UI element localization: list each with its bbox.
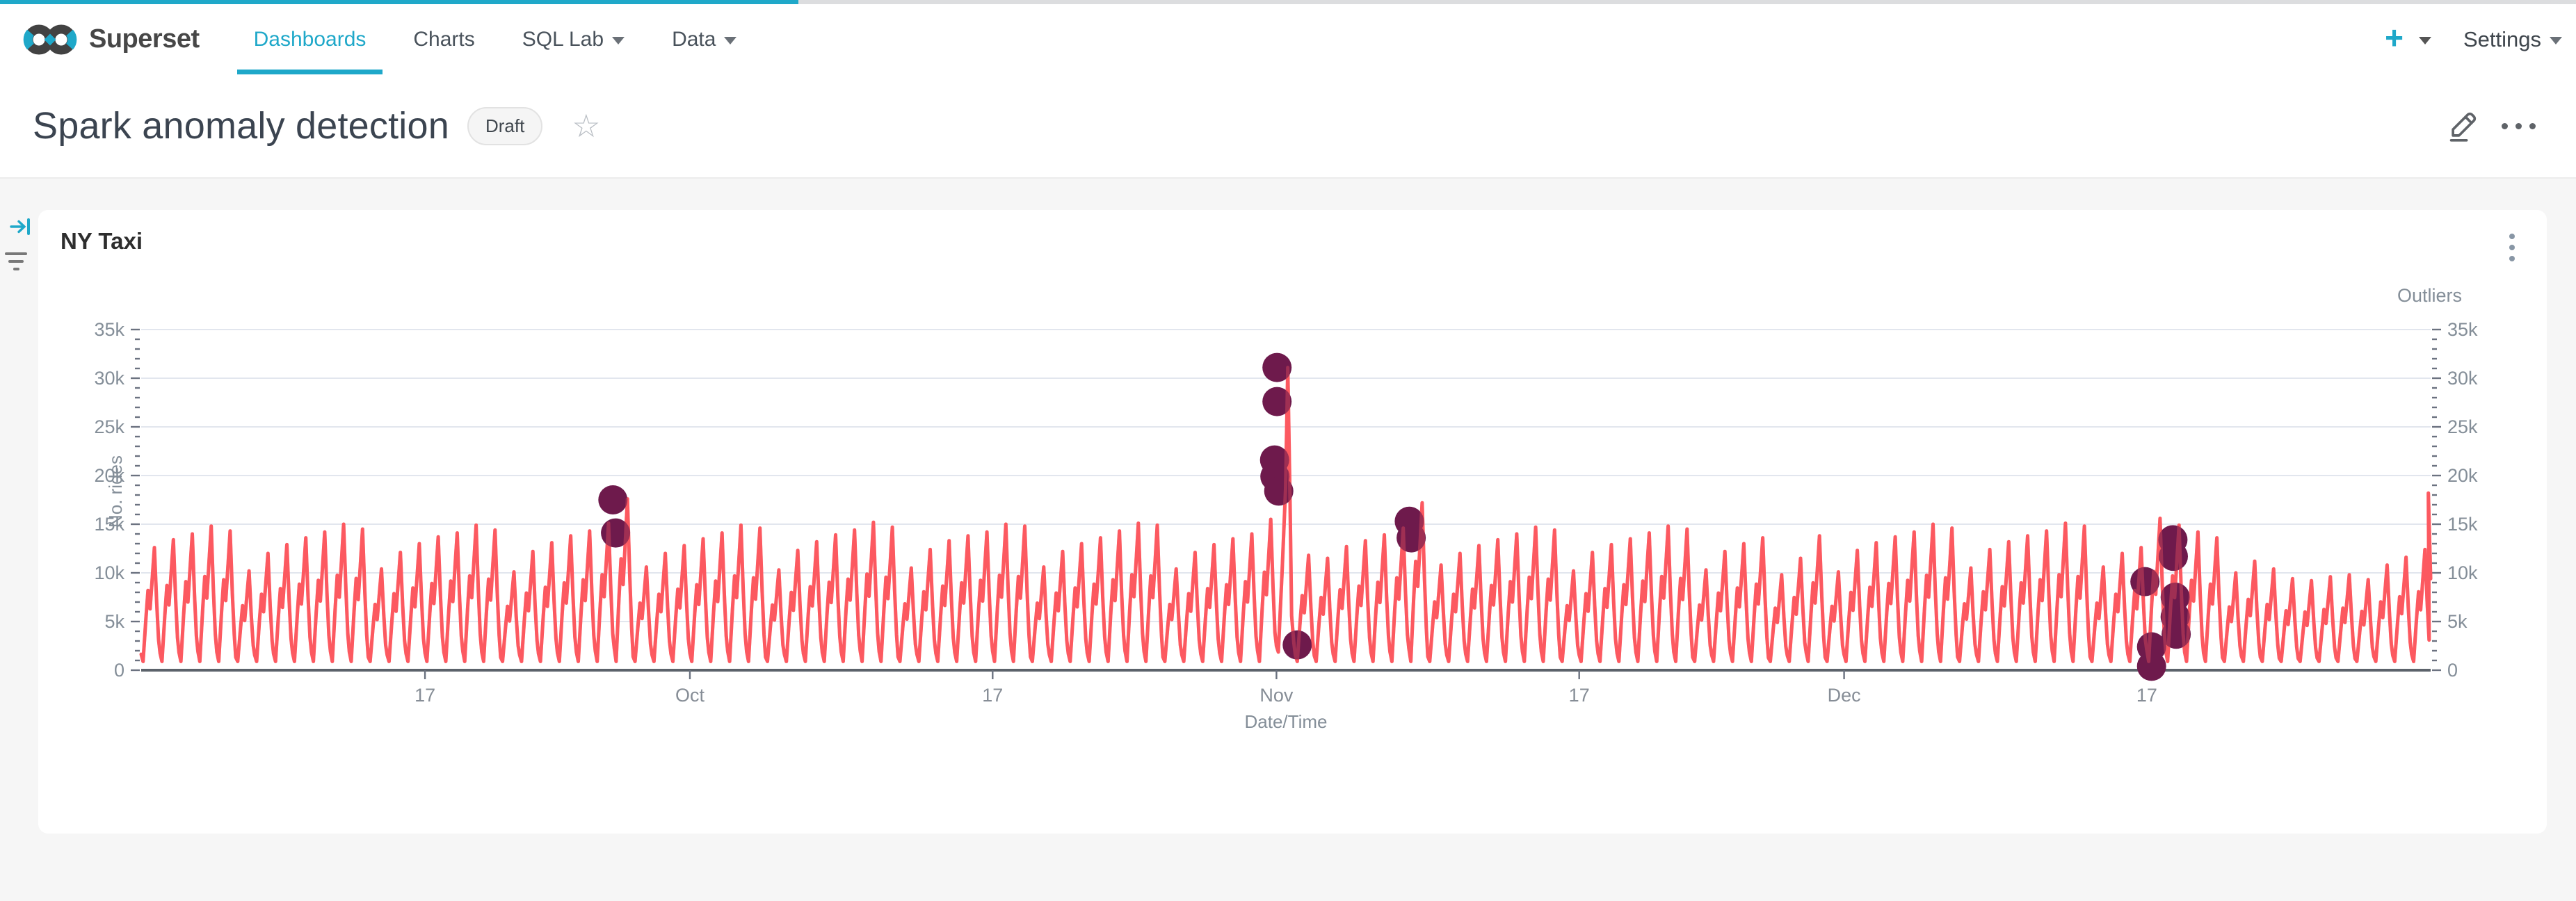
nav-sql-lab-label: SQL Lab [522, 27, 604, 51]
svg-text:Date/Time: Date/Time [1245, 711, 1328, 732]
main-nav: Dashboards Charts SQL Lab Data [230, 4, 761, 74]
chart-title: NY Taxi [61, 228, 143, 254]
svg-text:10k: 10k [2447, 562, 2478, 583]
more-options-icon[interactable] [2502, 122, 2536, 129]
filter-icon[interactable] [4, 252, 28, 275]
expand-filter-panel-icon[interactable] [8, 215, 32, 242]
svg-text:10k: 10k [94, 562, 124, 583]
svg-text:17: 17 [982, 685, 1003, 706]
svg-text:20k: 20k [94, 465, 124, 486]
superset-brand[interactable]: Superset [21, 4, 200, 74]
chart-card: NY Taxi 0 0 5k 5k 10k 10k 15k 15k 20k 20k 25k 25k 30… [38, 210, 2547, 834]
status-badge: Draft [467, 106, 543, 145]
favorite-star-icon[interactable]: ☆ [572, 108, 601, 144]
create-new-button[interactable]: + [2385, 19, 2404, 56]
svg-text:30k: 30k [2447, 368, 2478, 389]
nav-charts[interactable]: Charts [389, 4, 498, 74]
chart-options-kebab-icon[interactable] [2505, 229, 2519, 266]
svg-text:15k: 15k [94, 514, 124, 535]
page-title: Spark anomaly detection [33, 105, 449, 147]
settings-label: Settings [2463, 26, 2541, 51]
chevron-down-icon [612, 37, 625, 44]
svg-text:35k: 35k [2447, 319, 2478, 340]
chevron-down-icon [2550, 37, 2562, 44]
svg-text:35k: 35k [94, 319, 124, 340]
brand-name: Superset [89, 24, 200, 54]
svg-text:20k: 20k [2447, 465, 2478, 486]
svg-text:25k: 25k [94, 416, 124, 437]
chevron-down-icon[interactable] [2418, 37, 2431, 44]
dashboard-canvas: NY Taxi 0 0 5k 5k 10k 10k 15k 15k 20k 20k 25k 25k 30… [0, 179, 2576, 900]
header-actions [2445, 108, 2555, 144]
navbar-right: + Settings [2385, 4, 2563, 74]
superset-logo-icon [23, 24, 77, 54]
svg-text:Dec: Dec [1828, 685, 1861, 706]
svg-text:0: 0 [114, 660, 124, 681]
svg-text:Outliers: Outliers [2397, 285, 2462, 306]
svg-text:5k: 5k [104, 611, 124, 632]
svg-text:17: 17 [1569, 685, 1590, 706]
edit-pencil-icon[interactable] [2445, 108, 2481, 144]
settings-menu[interactable]: Settings [2463, 27, 2563, 52]
nav-sql-lab[interactable]: SQL Lab [499, 4, 648, 74]
svg-text:Oct: Oct [675, 685, 705, 706]
nav-charts-label: Charts [413, 27, 475, 51]
timeseries-chart: 0 0 5k 5k 10k 10k 15k 15k 20k 20k 25k 25k 30k 30k 35k 3… [94, 285, 2478, 732]
svg-text:No. rides: No. rides [105, 455, 126, 528]
nav-data[interactable]: Data [648, 4, 760, 74]
svg-text:17: 17 [414, 685, 435, 706]
top-navbar: Superset Dashboards Charts SQL Lab Data … [0, 4, 2576, 74]
chevron-down-icon [724, 37, 737, 44]
nav-data-label: Data [672, 27, 716, 51]
svg-text:17: 17 [2136, 685, 2157, 706]
svg-text:0: 0 [2447, 660, 2458, 681]
dashboard-header: Spark anomaly detection Draft ☆ [0, 74, 2576, 179]
page-load-progress-bar [0, 0, 2576, 4]
page-load-progress-fill [0, 0, 799, 4]
nav-dashboards[interactable]: Dashboards [230, 4, 390, 74]
svg-text:30k: 30k [94, 368, 124, 389]
svg-text:25k: 25k [2447, 416, 2478, 437]
svg-text:Nov: Nov [1259, 685, 1294, 706]
nav-dashboards-label: Dashboards [253, 27, 367, 51]
svg-text:15k: 15k [2447, 514, 2478, 535]
svg-text:5k: 5k [2447, 611, 2468, 632]
